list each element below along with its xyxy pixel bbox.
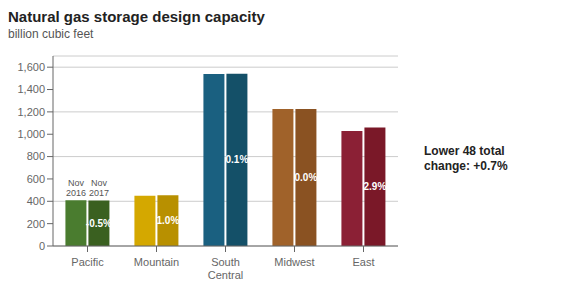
svg-text:Midwest: Midwest (274, 256, 314, 268)
html-text:Lower 48 total: Lower 48 total (424, 144, 505, 158)
html-text:Natural gas storage design cap: Natural gas storage design capacity (8, 8, 265, 25)
svg-text:1,200: 1,200 (17, 106, 45, 118)
svg-text:800: 800 (27, 150, 45, 162)
html-text:billion cubic feet: billion cubic feet (8, 27, 94, 41)
svg-text:Mountain: Mountain (134, 256, 179, 268)
svg-text:400: 400 (27, 195, 45, 207)
svg-text:Nov2016: Nov2016 (66, 178, 86, 198)
svg-text:1.0%: 1.0% (157, 215, 180, 226)
svg-text:1,600: 1,600 (17, 61, 45, 73)
svg-text:0.1%: 0.1% (226, 154, 249, 165)
svg-text:600: 600 (27, 173, 45, 185)
svg-text:2.9%: 2.9% (364, 181, 387, 192)
svg-text:0: 0 (39, 240, 45, 252)
html-text:change: +0.7%: change: +0.7% (424, 159, 508, 173)
svg-text:Pacific: Pacific (71, 256, 104, 268)
svg-text:-0.5%: -0.5% (86, 218, 112, 229)
svg-text:1,400: 1,400 (17, 83, 45, 95)
svg-text:East: East (352, 256, 374, 268)
svg-text:200: 200 (27, 218, 45, 230)
svg-text:0.0%: 0.0% (295, 172, 318, 183)
svg-text:Nov2017: Nov2017 (89, 178, 109, 198)
svg-text:SouthCentral: SouthCentral (208, 256, 243, 281)
svg-text:1,000: 1,000 (17, 128, 45, 140)
